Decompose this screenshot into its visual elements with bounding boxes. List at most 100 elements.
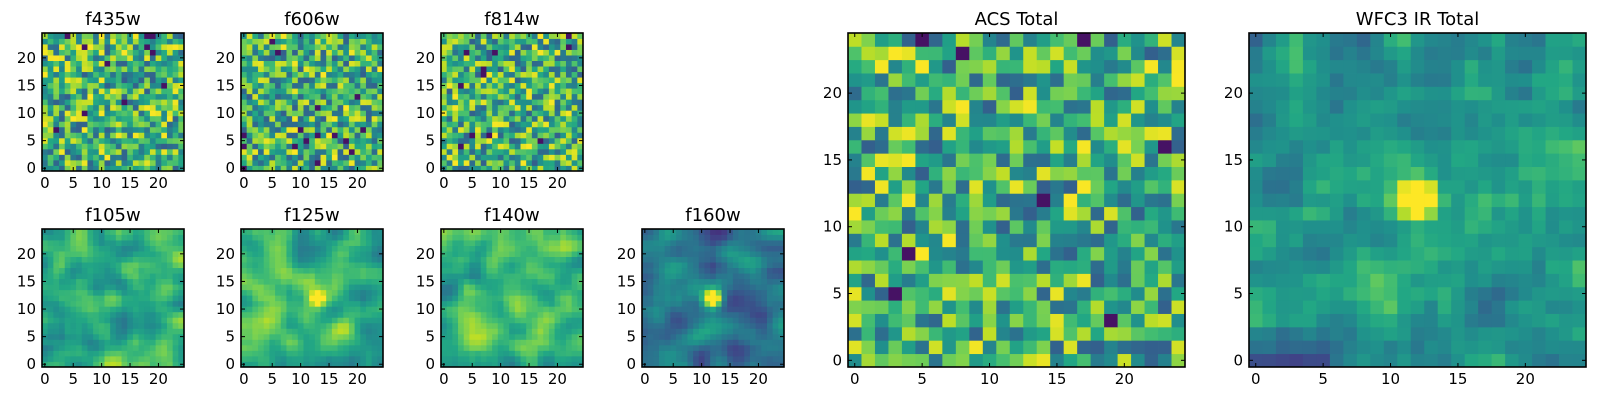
heatmap-cell (53, 33, 60, 39)
heatmap-cell (531, 165, 538, 172)
heatmap-cell (303, 121, 310, 128)
heatmap-cell (70, 55, 77, 61)
heatmap-cell (87, 148, 94, 155)
heatmap-cell (269, 278, 276, 285)
heatmap-cell (497, 154, 504, 161)
heatmap-cell (704, 251, 711, 257)
heatmap-cell (664, 339, 671, 346)
heatmap-cell (178, 126, 185, 133)
heatmap-cell (365, 44, 373, 50)
heatmap-cell (292, 273, 299, 280)
heatmap-cell (81, 317, 88, 324)
heatmap-cell (161, 148, 168, 155)
heatmap-cell (275, 278, 282, 285)
heatmap-cell (458, 88, 465, 95)
heatmap-cell (115, 251, 122, 257)
heatmap-cell (343, 154, 350, 161)
heatmap-cell (531, 159, 538, 166)
heatmap-cell (704, 240, 711, 246)
heatmap-cell (138, 311, 145, 318)
heatmap-cell (446, 115, 453, 122)
heatmap-cell (480, 38, 487, 45)
heatmap-cell (531, 38, 538, 45)
heatmap-cell (263, 154, 270, 161)
heatmap-cell (331, 137, 338, 144)
heatmap-cell (1144, 273, 1159, 288)
heatmap-cell (354, 77, 361, 84)
heatmap-cell (520, 99, 527, 106)
heatmap-cell (161, 273, 168, 280)
heatmap-cell (548, 115, 555, 122)
heatmap-cell (744, 344, 751, 351)
heatmap-cell (161, 159, 168, 166)
heatmap-cell (452, 344, 459, 351)
heatmap-cell (647, 278, 654, 285)
heatmap-cell (326, 115, 333, 122)
heatmap-cell (452, 99, 459, 106)
heatmap-cell (121, 82, 128, 89)
x-tick-label: 0 (439, 174, 449, 192)
heatmap-cell (509, 300, 516, 307)
heatmap-cell (480, 311, 487, 318)
heatmap-cell (172, 317, 179, 324)
heatmap-cell (670, 256, 677, 263)
heatmap-cell (738, 240, 745, 246)
heatmap-cell (241, 49, 248, 56)
heatmap-cell (732, 262, 739, 269)
heatmap-cell (698, 295, 705, 302)
heatmap-cell (280, 245, 287, 252)
heatmap-cell (848, 340, 862, 355)
heatmap-cell (492, 148, 499, 155)
heatmap-cell (463, 44, 470, 50)
heatmap-cell (98, 55, 105, 61)
heatmap-cell (537, 278, 544, 285)
heatmap-cell (42, 289, 49, 296)
heatmap-cell (509, 251, 516, 257)
heatmap-cell (446, 339, 453, 346)
heatmap-cell (1158, 193, 1172, 208)
heatmap-cell (360, 159, 367, 166)
heatmap-cell (53, 154, 60, 161)
heatmap-cell (698, 267, 705, 274)
heatmap-cell (772, 311, 779, 318)
heatmap-cell (509, 44, 516, 50)
heatmap-cell (269, 121, 276, 128)
heatmap-cell (503, 148, 510, 155)
heatmap-cells (441, 33, 584, 172)
heatmap-cell (360, 333, 367, 340)
heatmap-cell (314, 256, 321, 263)
heatmap-cell (486, 229, 493, 235)
heatmap-cell (543, 295, 550, 302)
heatmap-cell (292, 317, 299, 324)
heatmap-cell (543, 115, 550, 122)
heatmap-cell (303, 77, 310, 84)
heatmap-cell (263, 33, 270, 39)
x-tick-label: 5 (467, 174, 477, 192)
heatmap-cell (110, 66, 117, 73)
heatmap-cell (715, 333, 722, 340)
heatmap-cell (670, 317, 677, 324)
heatmap-cell (161, 121, 168, 128)
heatmap-cell (297, 344, 304, 351)
heatmap-cell (42, 317, 49, 324)
heatmap-cell (297, 104, 304, 111)
heatmap-cell (76, 267, 83, 274)
heatmap-cell (452, 33, 459, 39)
heatmap-cell (320, 148, 327, 155)
heatmap-cell (280, 71, 287, 78)
heatmap-cell (138, 344, 145, 351)
heatmap-cell (377, 273, 384, 280)
heatmap-cell (115, 273, 122, 280)
heatmap-cell (537, 328, 544, 335)
heatmap-cell (1158, 233, 1172, 248)
heatmap-cell (543, 165, 550, 172)
heatmap-cell (309, 93, 316, 100)
x-tick-label: 0 (239, 370, 249, 388)
heatmap-cell (458, 132, 465, 139)
heatmap-cell (59, 104, 66, 111)
heatmap-cell (955, 273, 970, 288)
heatmap-cell (503, 278, 510, 285)
heatmap-cell (548, 240, 555, 246)
heatmap-cell (715, 273, 722, 280)
heatmap-cell (441, 267, 448, 274)
